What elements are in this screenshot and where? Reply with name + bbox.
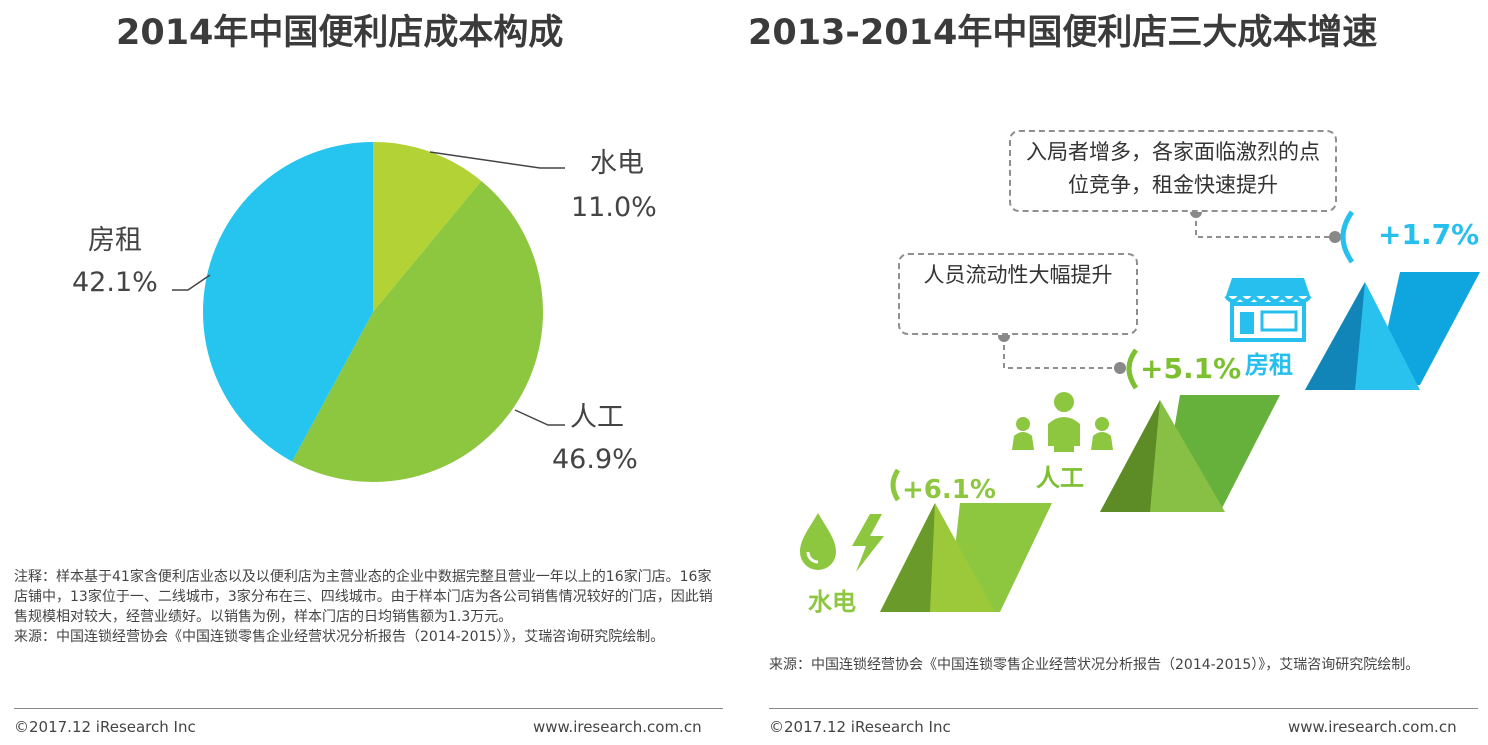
callout-connector-rent	[1195, 212, 1335, 238]
people-icon	[1012, 392, 1113, 452]
right-notes: 来源：中国连锁经营协会《中国连锁零售企业经营状况分析报告（2014-2015）》…	[769, 655, 1481, 675]
store-icon	[1224, 278, 1312, 342]
left-footer-divider	[14, 708, 723, 709]
callout-rent-text: 入局者增多，各家面临激烈的点位竞争，租金快速提升	[1026, 140, 1320, 197]
growth-chart-title: 2013-2014年中国便利店三大成本增速	[748, 13, 1378, 53]
callout-connector-labor	[1003, 336, 1120, 369]
callout-labor-text: 人员流动性大幅提升	[923, 263, 1113, 287]
cost-pie-chart	[172, 142, 565, 482]
growth-category-rent: 房租	[1245, 351, 1293, 379]
pie-label-water-value: 11.0%	[571, 192, 657, 223]
connector-dot	[1114, 362, 1126, 374]
leader-line-water	[429, 151, 565, 169]
pie-label-rent-value: 42.1%	[72, 267, 158, 298]
bracket-labor	[1126, 348, 1139, 390]
leader-line-labor	[514, 409, 565, 426]
growth-category-labor: 人工	[1036, 464, 1084, 492]
pie-chart-title: 2014年中国便利店成本构成	[116, 13, 564, 53]
left-footer-url[interactable]: www.iresearch.com.cn	[533, 718, 702, 736]
left-footer-copyright: ©2017.12 iResearch Inc	[14, 718, 196, 736]
pie-slice-rent	[203, 142, 373, 462]
pie-label-labor-name: 人工	[570, 402, 624, 433]
pie-label-rent-name: 房租	[88, 225, 142, 256]
bar-rent-pyramid-shade	[1305, 282, 1365, 390]
connector-dot	[1329, 231, 1341, 243]
leader-line-rent	[172, 274, 211, 291]
pie-slice-water	[373, 142, 482, 312]
pie-label-water-name: 水电	[590, 148, 644, 179]
growth-value-labor: +5.1%	[1140, 352, 1241, 385]
callout-labor: 人员流动性大幅提升	[898, 253, 1138, 335]
right-source-text: 来源：中国连锁经营协会《中国连锁零售企业经营状况分析报告（2014-2015）》…	[769, 657, 1420, 673]
right-footer-copyright: ©2017.12 iResearch Inc	[769, 718, 951, 736]
callout-rent: 入局者增多，各家面临激烈的点位竞争，租金快速提升	[1009, 130, 1337, 212]
lightning-icon	[852, 514, 884, 572]
left-notes: 注释：样本基于41家含便利店业态以及以便利店为主营业态的企业中数据完整且营业一年…	[14, 567, 722, 647]
bar-labor-pyramid-shade	[1100, 400, 1160, 512]
bar-water-pyramid-shade	[880, 503, 935, 612]
bracket-water	[890, 468, 901, 502]
growth-chart	[800, 206, 1480, 612]
growth-value-water: +6.1%	[902, 475, 996, 505]
left-source-text: 来源：中国连锁经营协会《中国连锁零售企业经营状况分析报告（2014-2015）》…	[14, 629, 665, 645]
water-drop-highlight	[806, 551, 819, 564]
right-footer-url[interactable]: www.iresearch.com.cn	[1288, 718, 1457, 736]
right-footer-divider	[769, 708, 1478, 709]
pie-slice-labor	[292, 181, 543, 482]
growth-category-water: 水电	[808, 588, 856, 616]
growth-value-rent: +1.7%	[1378, 218, 1479, 251]
pie-label-labor-value: 46.9%	[552, 444, 638, 475]
bracket-rent	[1340, 210, 1355, 264]
left-note-text: 注释：样本基于41家含便利店业态以及以便利店为主营业态的企业中数据完整且营业一年…	[14, 569, 713, 625]
